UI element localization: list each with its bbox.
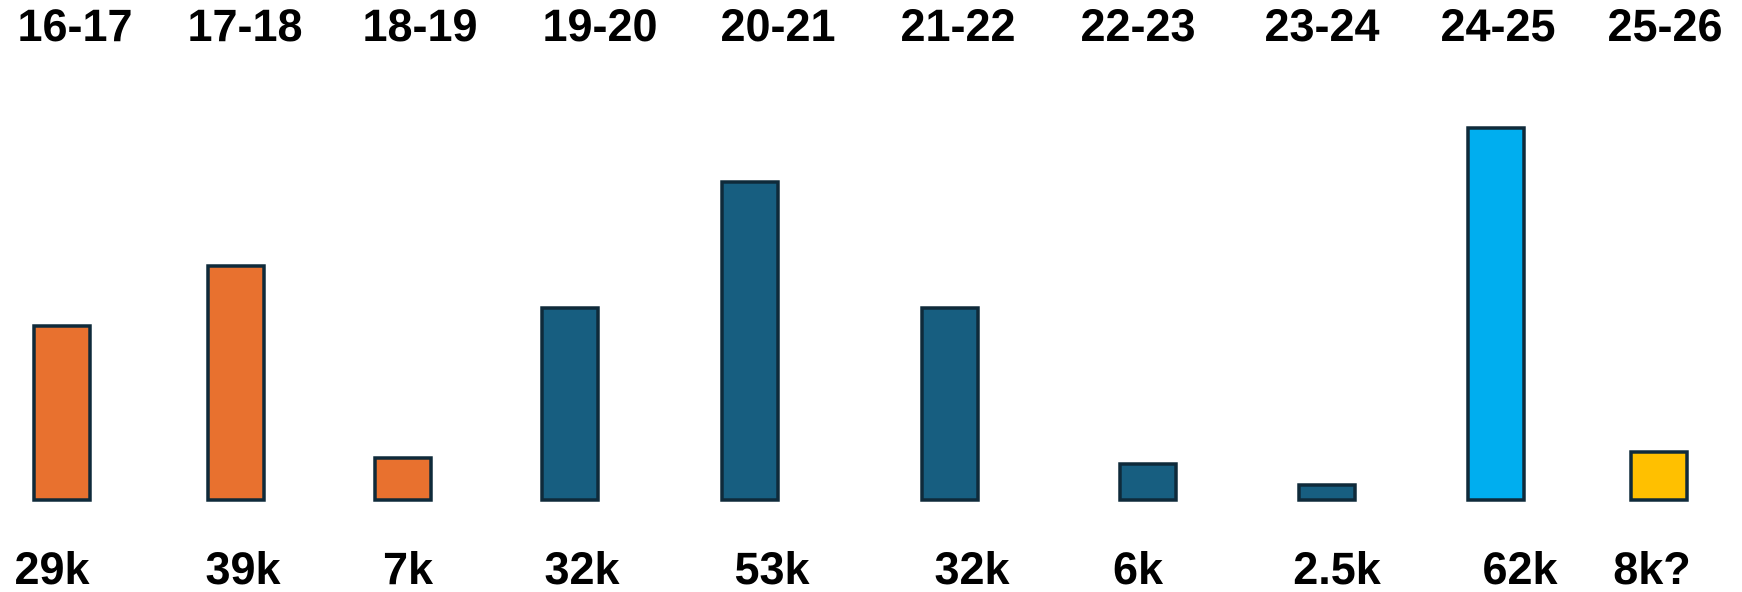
bar-18-19: [373, 456, 433, 502]
value-label: 8k?: [1613, 543, 1691, 592]
value-label: 39k: [205, 543, 281, 592]
value-label: 32k: [544, 543, 620, 592]
category-label: 24-25: [1440, 0, 1555, 51]
category-label: 17-18: [187, 0, 302, 51]
bar-25-26: [1629, 450, 1689, 502]
value-label: 62k: [1482, 543, 1558, 592]
value-label: 32k: [934, 543, 1010, 592]
bar-21-22: [920, 306, 980, 502]
bar-23-24: [1297, 483, 1357, 502]
category-label: 16-17: [17, 0, 132, 51]
category-labels: 16-17 17-18 18-19 19-20 20-21 21-22 22-23 23-24…: [17, 0, 1722, 51]
category-label: 22-23: [1080, 0, 1195, 51]
value-label: 2.5k: [1293, 543, 1382, 592]
bar-19-20: [540, 306, 600, 502]
category-label: 23-24: [1264, 0, 1379, 51]
value-label: 6k: [1113, 543, 1164, 592]
value-label: 7k: [383, 543, 434, 592]
bar-22-23: [1118, 462, 1178, 502]
bar-20-21: [720, 180, 780, 502]
bars: [32, 126, 1689, 502]
bar-16-17: [32, 324, 92, 502]
value-labels: 29k 39k 7k 32k 53k 32k 6k 2.5k 62k 8k?: [14, 543, 1690, 592]
value-label: 53k: [734, 543, 810, 592]
category-label: 19-20: [542, 0, 657, 51]
category-label: 20-21: [720, 0, 835, 51]
value-label: 29k: [14, 543, 90, 592]
category-label: 21-22: [900, 0, 1015, 51]
category-label: 18-19: [362, 0, 477, 51]
bar-17-18: [206, 264, 266, 502]
category-label: 25-26: [1607, 0, 1722, 51]
bar-24-25: [1466, 126, 1526, 502]
